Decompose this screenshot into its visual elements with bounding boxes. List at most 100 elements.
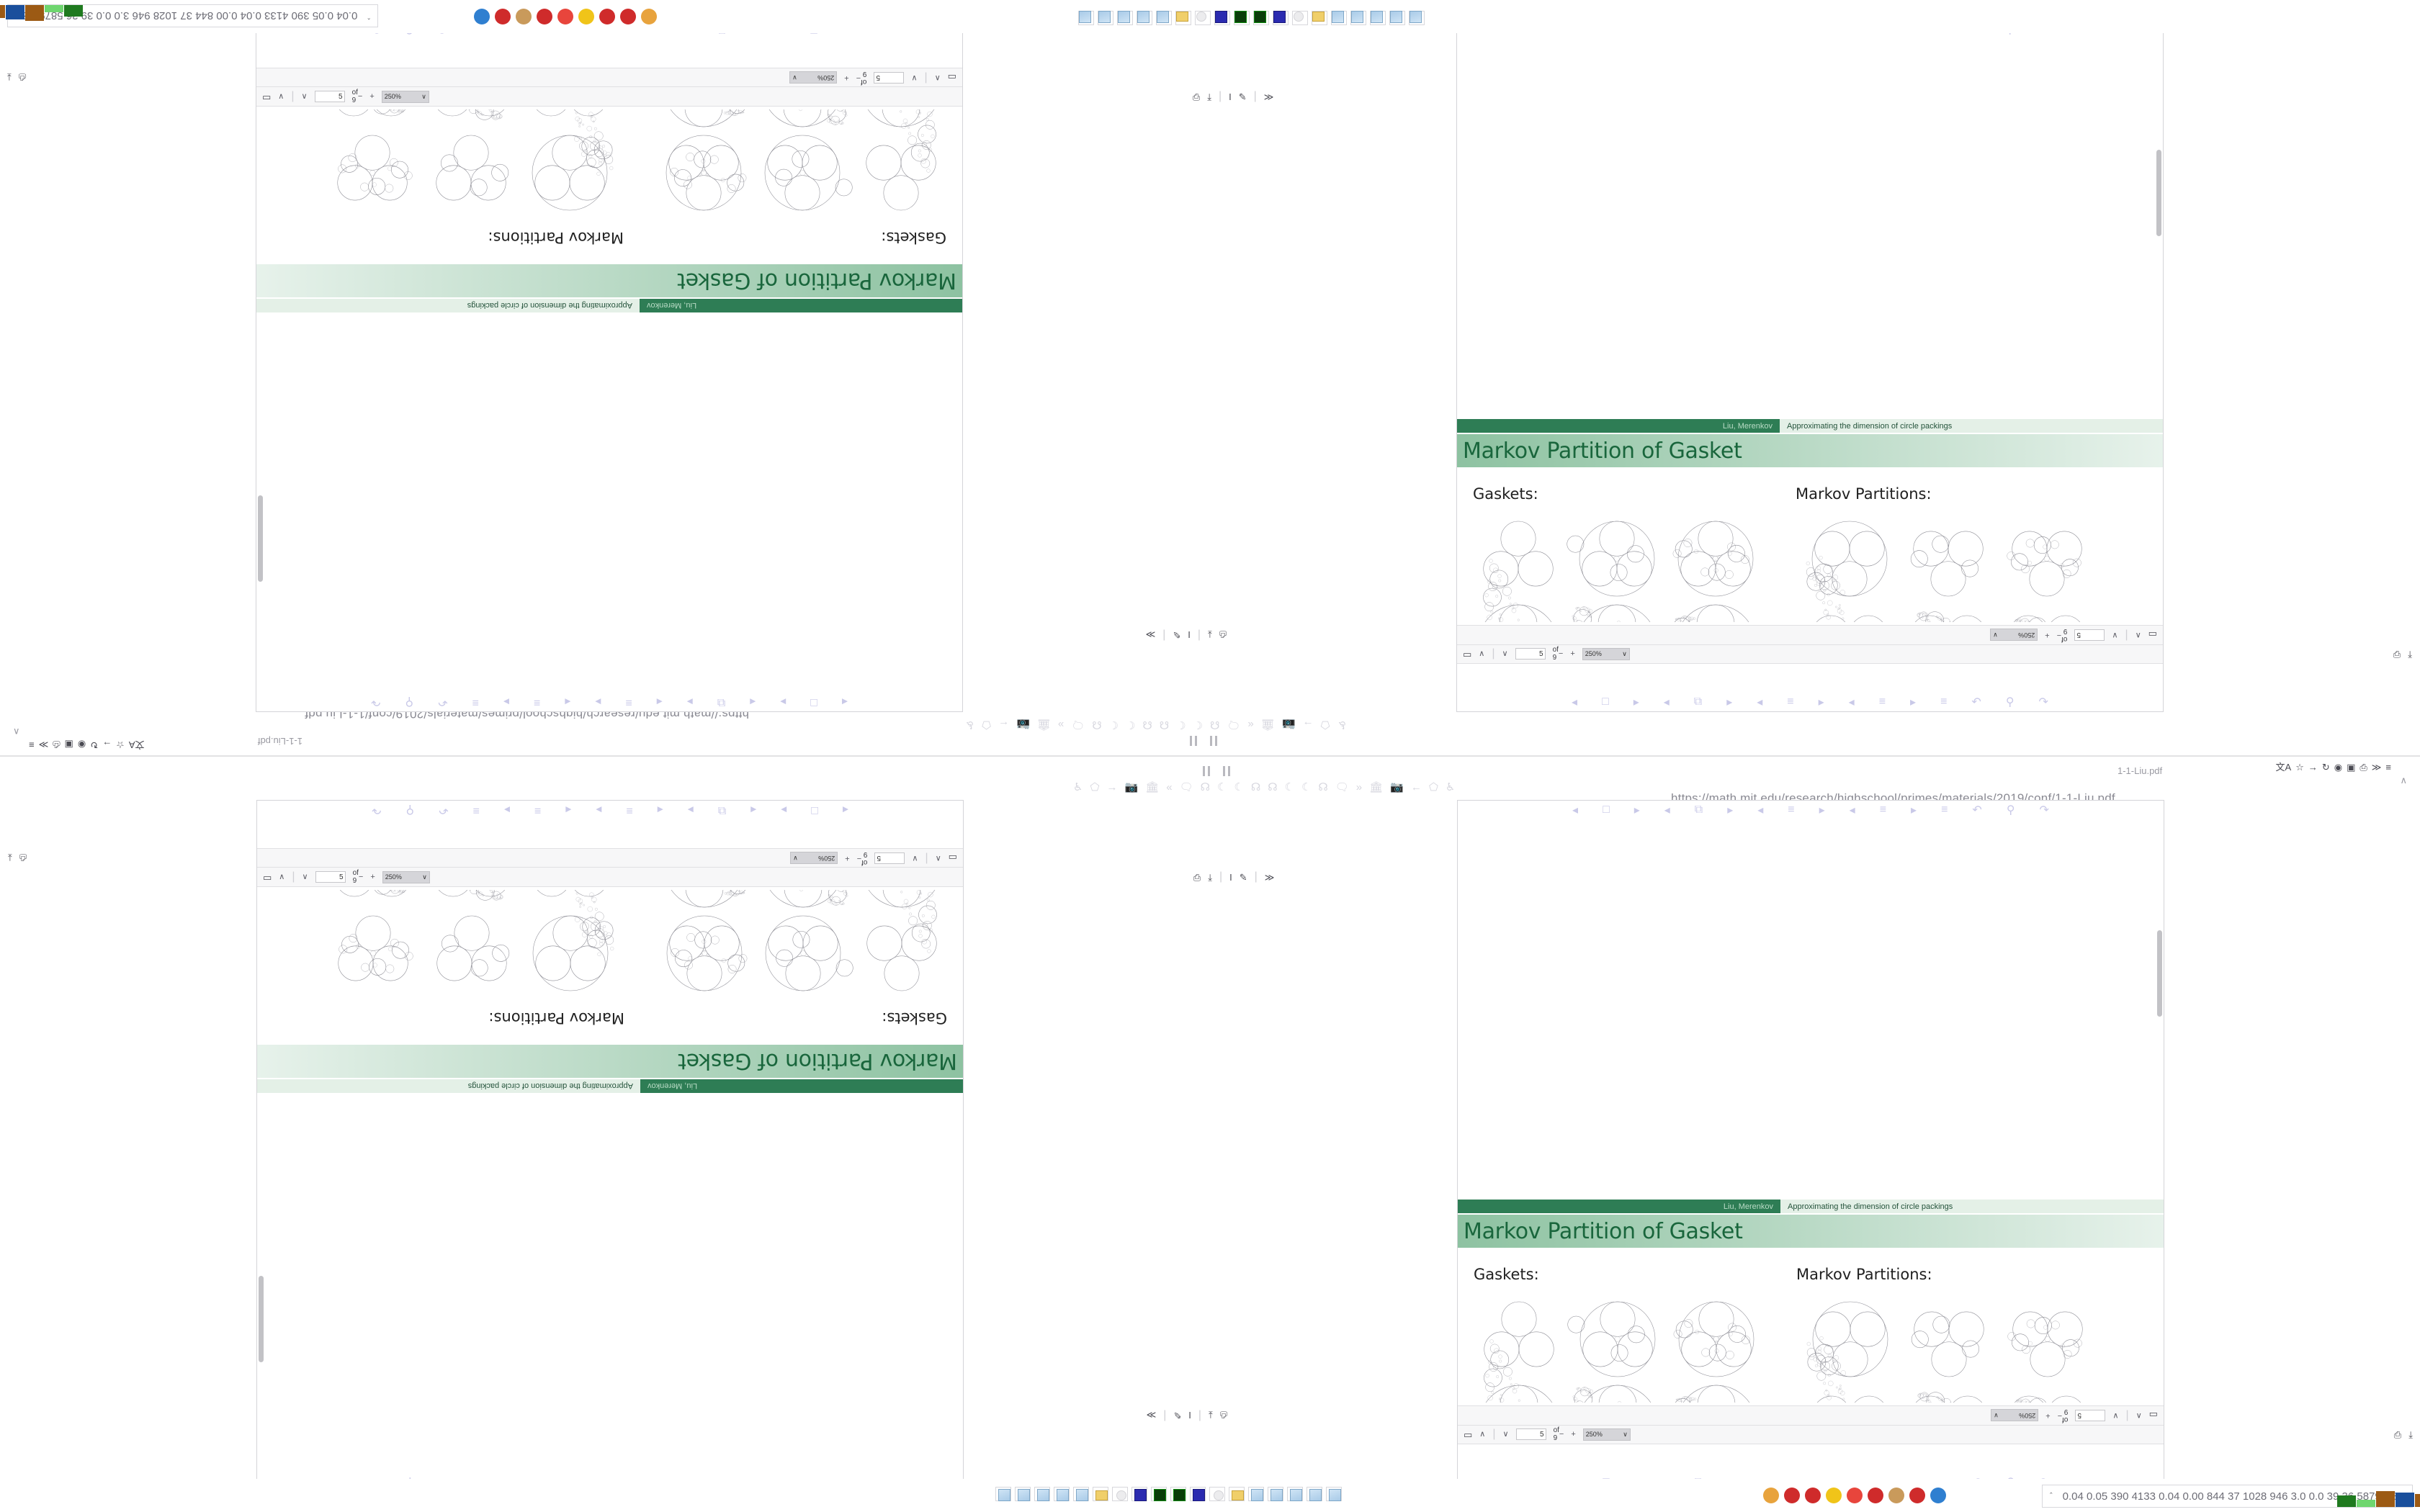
subsection-list-icon[interactable]: ≡ <box>533 696 541 708</box>
flame-icon[interactable] <box>1930 1488 1946 1503</box>
terminal-icon[interactable] <box>1170 1487 1186 1501</box>
pdf-vertical-scrollbar[interactable] <box>258 495 263 582</box>
collections-icon[interactable]: ⎙ <box>2360 762 2367 773</box>
edge-icon[interactable] <box>1784 1488 1800 1503</box>
zoom-out-icon[interactable]: − <box>856 854 862 863</box>
folder-app-icon[interactable] <box>578 9 594 24</box>
menu-icon[interactable]: ≡ <box>2385 762 2391 773</box>
save-icon[interactable]: ⤓ <box>1209 1410 1213 1421</box>
save-icon[interactable]: ⤓ <box>2408 1428 2413 1440</box>
notepad-icon[interactable] <box>1098 11 1113 25</box>
print-icon[interactable]: ⎙ <box>19 852 27 864</box>
back-icon[interactable]: ↶ <box>1971 696 1981 708</box>
folder-icon[interactable] <box>1229 1487 1245 1501</box>
chrome-icon[interactable] <box>1763 1488 1779 1503</box>
subsection-list-icon[interactable]: ≡ <box>534 804 542 816</box>
pillars-icon[interactable] <box>1888 1488 1904 1503</box>
notepad-icon[interactable] <box>1117 11 1133 25</box>
collections-icon[interactable]: ⎙ <box>53 739 60 750</box>
sidebar-toggle-icon[interactable]: ▭ <box>2148 629 2157 641</box>
extensions-chevron-icon[interactable]: ≫ <box>2371 762 2382 773</box>
edge-icon[interactable] <box>1805 1488 1821 1503</box>
page-up-icon[interactable]: ∧ <box>1479 649 1485 658</box>
prev-subsection-icon[interactable]: ◂ <box>565 804 572 816</box>
zoom-in-icon[interactable]: + <box>369 91 375 101</box>
edge-icon[interactable] <box>537 9 552 24</box>
reload-icon[interactable]: ↻ <box>2321 762 2330 773</box>
next-subsection-icon[interactable]: ▸ <box>503 696 509 708</box>
edge-icon[interactable] <box>620 9 636 24</box>
copy-slides-icon[interactable]: ⧉ <box>717 804 727 816</box>
chrome-icon[interactable] <box>641 9 657 24</box>
next-section-icon[interactable]: ▸ <box>596 804 602 816</box>
sidebar-toggle-icon[interactable]: ▭ <box>2148 1410 2158 1421</box>
pillars-icon[interactable] <box>516 9 532 24</box>
translate-icon[interactable]: 文A <box>2275 762 2292 773</box>
slide-frame-icon[interactable]: □ <box>1602 696 1609 708</box>
floppy-disk-icon[interactable] <box>1273 11 1289 25</box>
notepad-icon[interactable] <box>995 1487 1011 1501</box>
notepad-icon[interactable] <box>1054 1487 1070 1501</box>
forward-icon[interactable]: ↷ <box>2039 804 2049 816</box>
draw-icon[interactable]: ✎ <box>1173 629 1181 641</box>
notepad-icon[interactable] <box>1156 11 1172 25</box>
chevron-up-icon[interactable]: ∧ <box>13 726 20 737</box>
firefox-icon[interactable] <box>557 9 573 24</box>
search-icon[interactable]: ⚲ <box>405 696 414 708</box>
prev-overlay-icon[interactable]: ◂ <box>1663 696 1670 708</box>
prev-section-icon[interactable]: ◂ <box>657 804 663 816</box>
back-icon[interactable]: ↶ <box>438 696 448 708</box>
notepad-icon[interactable] <box>1409 11 1425 25</box>
prev-section-icon[interactable]: ◂ <box>1757 696 1763 708</box>
zoom-select[interactable]: 250% ∨ <box>1990 629 2038 642</box>
menu-icon[interactable]: ≡ <box>29 739 35 750</box>
zoom-in-icon[interactable]: + <box>1571 1429 1576 1439</box>
flame-icon[interactable] <box>474 9 490 24</box>
section-list-icon[interactable]: ≡ <box>1787 696 1794 708</box>
firefox-icon[interactable] <box>1847 1488 1863 1503</box>
page-down-icon[interactable]: ∨ <box>2112 1411 2119 1421</box>
favorite-star-icon[interactable]: ☆ <box>2295 762 2304 773</box>
forward-icon[interactable]: → <box>2308 762 2318 773</box>
page-number-input[interactable] <box>1515 648 1546 660</box>
browser-essentials-icon[interactable]: ◉ <box>77 739 86 750</box>
print-icon[interactable]: ⎙ <box>1219 1410 1228 1421</box>
save-icon[interactable]: ⤓ <box>1208 629 1212 641</box>
edge-icon[interactable] <box>1909 1488 1925 1503</box>
zoom-out-icon[interactable]: − <box>358 872 364 881</box>
floppy-disk-icon[interactable] <box>1131 1487 1147 1501</box>
prev-overlay-icon[interactable]: ◂ <box>750 696 756 708</box>
next-subsection-icon[interactable]: ▸ <box>1911 804 1917 816</box>
print-icon[interactable]: ⎙ <box>18 72 27 84</box>
notepad-icon[interactable] <box>1073 1487 1089 1501</box>
save-icon[interactable]: ⤓ <box>1208 871 1212 883</box>
zoom-select[interactable]: 250% ∨ <box>1991 1409 2039 1422</box>
more-tools-icon[interactable]: ≫ <box>1145 629 1156 641</box>
page-up-icon[interactable]: ∧ <box>2136 1411 2142 1421</box>
zoom-select[interactable]: 250% ∨ <box>381 90 429 103</box>
page-down-icon[interactable]: ∨ <box>2112 631 2118 640</box>
sidebar-toggle-icon[interactable]: ▭ <box>948 852 957 864</box>
prev-subsection-icon[interactable]: ◂ <box>565 696 571 708</box>
edge-icon[interactable] <box>599 9 615 24</box>
notepad-icon[interactable] <box>1137 11 1152 25</box>
notepad-icon[interactable] <box>1287 1487 1303 1501</box>
search-icon[interactable]: ⚲ <box>405 804 415 816</box>
print-icon[interactable]: ⎙ <box>1219 629 1227 641</box>
more-tools-icon[interactable]: ≫ <box>1264 871 1275 883</box>
save-icon[interactable]: ⤓ <box>8 852 12 864</box>
page-up-icon[interactable]: ∧ <box>935 854 941 863</box>
prev-slide-icon[interactable]: ◂ <box>1572 804 1579 816</box>
page-up-icon[interactable]: ∧ <box>2135 631 2141 640</box>
prev-section-icon[interactable]: ◂ <box>1757 804 1764 816</box>
floppy-disk-icon[interactable] <box>1190 1487 1206 1501</box>
back-icon[interactable]: ↶ <box>439 804 449 816</box>
page-number-input[interactable] <box>2075 1410 2106 1421</box>
prev-slide-icon[interactable]: ◂ <box>1572 696 1578 708</box>
prev-section-icon[interactable]: ◂ <box>656 696 663 708</box>
page-up-icon[interactable]: ∧ <box>934 73 941 83</box>
prev-slide-icon[interactable]: ◂ <box>841 696 848 708</box>
tab-title[interactable]: 1-1-Liu.pdf <box>2118 765 2163 776</box>
favorite-star-icon[interactable]: ☆ <box>116 739 125 750</box>
next-section-icon[interactable]: ▸ <box>1818 696 1824 708</box>
